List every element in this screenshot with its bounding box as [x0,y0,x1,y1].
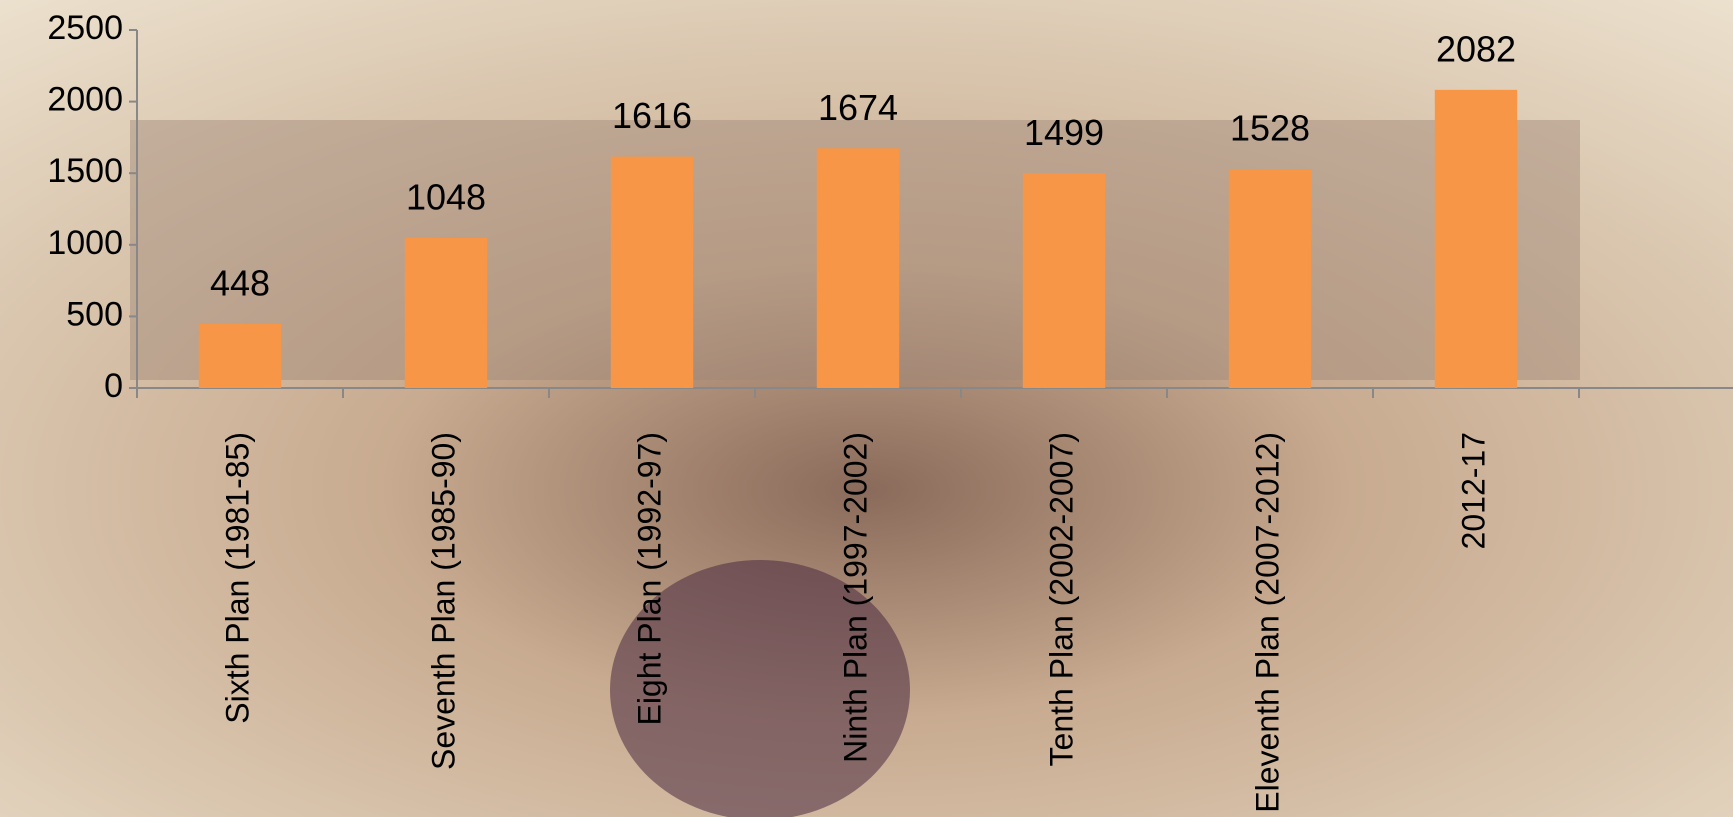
bar [1434,89,1518,388]
y-tick-label: 0 [104,367,123,405]
data-label: 1674 [818,87,898,128]
x-tick-label: Tenth Plan (2002-2007) [1043,432,1079,766]
data-label: 1499 [1024,112,1104,153]
data-label: 448 [210,262,270,303]
bar [404,237,488,388]
background-shape [610,560,910,817]
data-label: 1528 [1230,108,1310,149]
y-tick-label: 500 [66,295,123,333]
y-tick-label: 1500 [47,152,123,190]
x-tick-label: Seventh Plan (1985-90) [425,432,461,770]
x-tick-label: 2012-17 [1455,432,1491,549]
bar [1228,169,1312,388]
y-tick-label: 2000 [47,81,123,119]
data-label: 1616 [612,95,692,136]
data-label: 1048 [406,176,486,217]
x-tick-label: Eight Plan (1992-97) [631,432,667,726]
x-tick-label: Sixth Plan (1981-85) [219,432,255,724]
bar [198,323,282,388]
x-tick-label: Ninth Plan (1997-2002) [837,432,873,763]
bar [1022,173,1106,388]
data-label: 2082 [1436,28,1516,69]
bar [610,156,694,388]
x-tick-label: Eleventh Plan (2007-2012) [1249,432,1285,813]
y-tick-label: 1000 [47,224,123,262]
bar [816,148,900,388]
y-tick-label: 2500 [47,9,123,47]
